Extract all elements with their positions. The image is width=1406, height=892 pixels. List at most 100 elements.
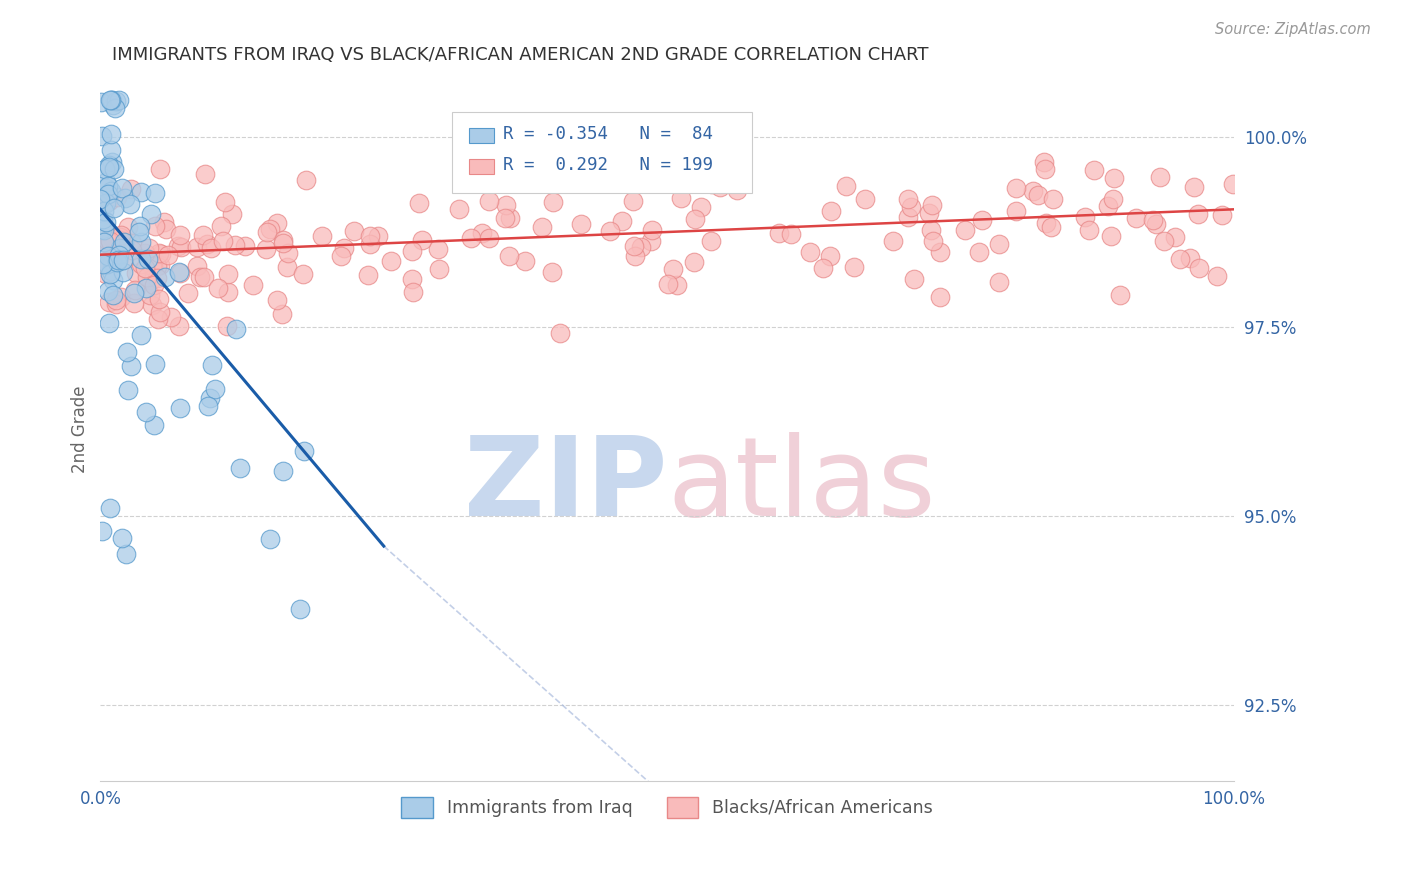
Point [665,277,688,292]
Point [90,221,112,235]
Point [853,192,876,206]
Point [166,239,188,253]
Point [1022,184,1045,198]
Y-axis label: 2nd Grade: 2nd Grade [72,385,89,473]
Point [1206,269,1229,284]
Point [134,245,156,260]
Point [142,259,165,273]
Point [112,235,135,249]
Point [193,270,215,285]
Point [411,233,433,247]
Point [201,358,224,372]
Point [94,268,117,282]
Point [143,219,166,234]
Point [117,383,139,397]
Point [799,244,821,259]
Point [212,235,235,249]
Point [94,175,117,189]
Point [221,207,243,221]
Point [969,244,991,259]
Point [98,501,121,516]
Point [499,211,522,225]
Point [610,214,633,228]
Point [834,179,856,194]
Point [89,192,111,206]
Point [988,275,1011,289]
Point [101,230,124,244]
Point [121,236,143,251]
Point [401,244,423,258]
Point [929,245,952,260]
Point [149,161,172,176]
Point [256,225,278,239]
Point [1077,223,1099,237]
Point [146,311,169,326]
Point [621,194,644,209]
Point [188,270,211,285]
Point [96,233,118,247]
Point [541,195,564,210]
Point [1083,162,1105,177]
Point [1101,192,1123,206]
Point [93,257,115,271]
Point [197,399,219,413]
Point [97,157,120,171]
Point [121,243,143,257]
Point [169,319,191,334]
Point [100,143,122,157]
Text: R =  0.292   N = 199: R = 0.292 N = 199 [503,156,713,174]
Point [700,235,723,249]
Point [101,273,124,287]
Point [149,247,172,261]
Text: ZIP: ZIP [464,432,666,539]
Point [124,266,146,280]
Point [104,101,127,115]
Point [101,155,124,169]
Point [495,198,517,212]
Text: IMMIGRANTS FROM IRAQ VS BLACK/AFRICAN AMERICAN 2ND GRADE CORRELATION CHART: IMMIGRANTS FROM IRAQ VS BLACK/AFRICAN AM… [111,46,928,64]
Point [1099,228,1122,243]
Point [897,210,920,224]
Point [96,257,118,271]
Point [145,259,167,273]
Point [530,219,553,234]
Point [94,181,117,195]
Point [152,215,174,229]
Point [311,228,333,243]
Point [494,211,516,226]
Point [683,255,706,269]
Legend: Immigrants from Iraq, Blacks/African Americans: Immigrants from Iraq, Blacks/African Ame… [395,789,939,825]
Point [117,220,139,235]
Point [101,287,124,301]
Point [97,186,120,201]
Point [169,265,191,279]
Point [142,418,165,433]
Point [235,239,257,253]
Point [1033,162,1056,177]
Point [640,234,662,248]
Point [1188,260,1211,275]
Point [155,221,177,235]
Point [98,93,121,107]
Point [671,191,693,205]
Point [920,223,942,237]
Point [408,196,430,211]
Point [548,326,571,340]
Point [90,524,112,538]
Point [98,316,121,330]
Text: atlas: atlas [666,432,935,539]
Point [135,269,157,284]
Point [122,296,145,310]
Point [198,391,221,405]
Point [709,180,731,194]
Point [149,258,172,272]
Point [882,234,904,248]
Point [91,211,114,226]
Point [129,257,152,271]
Point [225,322,247,336]
Point [1182,180,1205,194]
Point [107,253,129,268]
Point [108,233,131,247]
Point [97,178,120,193]
Point [105,293,128,307]
